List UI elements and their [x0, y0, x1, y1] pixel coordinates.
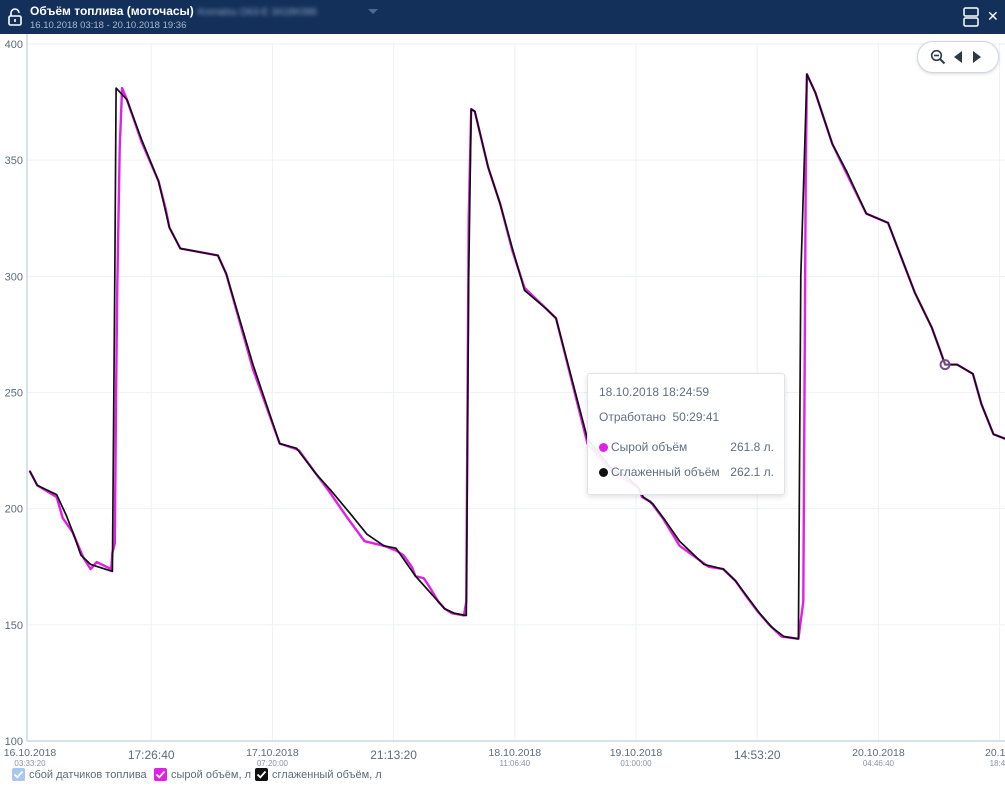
zoom-controls — [917, 41, 999, 73]
close-icon[interactable]: ✕ — [987, 8, 999, 24]
x-tick-label: 17.10.2018 — [246, 747, 299, 759]
period-label: 16.10.2018 03:18 - 20.10.2018 19:36 — [30, 20, 187, 31]
tooltip-smooth-label: Сглаженный объём — [611, 465, 720, 479]
tooltip-worked-label: Отработано — [599, 410, 666, 424]
y-tick-label: 100 — [5, 736, 23, 748]
x-tick-label: 20.10.2018 — [852, 747, 905, 759]
x-tick-label: 17:26:40 — [128, 748, 175, 762]
x-tick-label: 21:13:20 — [370, 748, 417, 762]
legend-label-raw: сырой объём, л — [171, 769, 251, 781]
arrow-right-icon[interactable] — [970, 49, 984, 65]
x-tick-sublabel: 01:00:00 — [620, 759, 652, 766]
x-tick-sublabel: 18:40 — [990, 759, 1005, 766]
vehicle-selector[interactable]: Komatsu D63-E 3418K086 — [198, 7, 317, 18]
tooltip-worked: Отработано 50:29:41 — [599, 410, 719, 424]
arrow-left-icon[interactable] — [951, 49, 965, 65]
tooltip-smooth: Сглаженный объём — [599, 465, 720, 479]
x-tick-sublabel: 03:33:20 — [14, 759, 46, 766]
legend-item-raw[interactable]: сырой объём, л — [154, 768, 251, 781]
window-title: Объём топлива (моточасы) — [30, 4, 194, 18]
tooltip-datetime: 18.10.2018 18:24:59 — [599, 385, 710, 399]
tooltip-smooth-value: 262.1 л. — [730, 465, 774, 479]
tooltip-raw-value: 261.8 л. — [730, 440, 774, 454]
legend-item-smooth[interactable]: сглаженный объём, л — [255, 768, 382, 781]
chevron-down-icon[interactable] — [368, 9, 378, 14]
checkbox-checked-icon[interactable] — [154, 768, 167, 781]
y-tick-label: 400 — [5, 39, 23, 51]
tooltip-raw: Сырой объём — [599, 440, 687, 454]
raw-dot-icon — [599, 443, 608, 452]
x-tick-label: 20.10. — [985, 747, 1005, 759]
x-tick-sublabel: 07:20:00 — [257, 759, 289, 766]
x-tick-label: 19.10.2018 — [610, 747, 663, 759]
zoom-out-icon[interactable] — [930, 49, 946, 65]
y-tick-label: 200 — [5, 504, 23, 516]
x-tick-label: 16.10.2018 — [4, 747, 57, 759]
lock-open-icon[interactable] — [8, 8, 22, 26]
tooltip-worked-value: 50:29:41 — [672, 410, 720, 424]
smooth-dot-icon — [599, 468, 608, 477]
legend-label-failure: сбой датчиков топлива — [29, 769, 147, 781]
hover-point-marker — [939, 359, 951, 371]
checkbox-checked-icon[interactable] — [12, 768, 25, 781]
x-tick-sublabel: 11:06:40 — [500, 759, 531, 766]
x-tick-label: 14:53:20 — [734, 748, 781, 762]
legend-item-failure[interactable]: сбой датчиков топлива — [12, 768, 147, 781]
x-tick-label: 18.10.2018 — [489, 747, 542, 759]
y-tick-label: 250 — [5, 388, 23, 400]
title-bar: Объём топлива (моточасы) 16.10.2018 03:1… — [0, 0, 1005, 34]
y-tick-label: 300 — [5, 271, 23, 283]
tooltip-raw-label: Сырой объём — [611, 440, 688, 454]
raw-volume-line — [28, 73, 1005, 640]
x-tick-sublabel: 04:46:40 — [863, 759, 895, 766]
y-tick-label: 350 — [5, 155, 23, 167]
legend-label-smooth: сглаженный объём, л — [272, 769, 382, 781]
split-layout-icon[interactable] — [963, 7, 979, 27]
chart-tooltip: 18.10.2018 18:24:59 Отработано 50:29:41 … — [587, 373, 785, 495]
smooth-volume-line — [29, 73, 1005, 640]
checkbox-checked-icon[interactable] — [255, 768, 268, 781]
y-tick-label: 150 — [5, 620, 23, 632]
